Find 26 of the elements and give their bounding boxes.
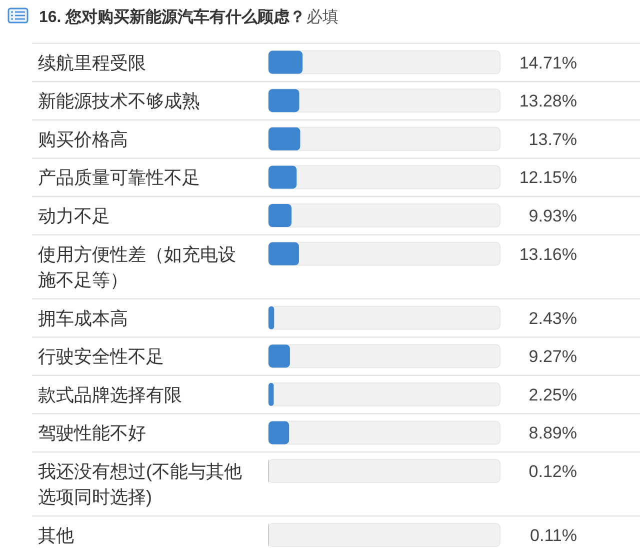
data-label: 9.27% (528, 347, 577, 366)
chart-title: 16. 您对购买新能源汽车有什么顾虑？ (39, 8, 306, 26)
data-label: 0.11% (530, 526, 577, 545)
data-label: 8.89% (528, 424, 577, 443)
data-label: 9.93% (528, 206, 577, 226)
data-label: 0.12% (528, 462, 577, 481)
y-tick-label: 其他 (38, 526, 74, 546)
y-tick-label: 行驶安全性不足 (38, 346, 164, 367)
y-tick-label: 新能源技术不够成熟 (38, 91, 200, 112)
data-label: 2.43% (528, 308, 577, 328)
y-tick-label: 使用方便性差（如充电设施不足等） (38, 244, 236, 290)
y-tick-label: 动力不足 (38, 206, 110, 226)
data-label: 14.71% (519, 53, 577, 72)
y-tick-label: 购买价格高 (38, 129, 128, 150)
y-tick-label: 我还没有想过(不能与其他选项同时选择) (38, 462, 242, 508)
y-tick-label: 续航里程受限 (38, 52, 146, 73)
y-tick-label: 驾驶性能不好 (38, 423, 146, 444)
data-label: 13.7% (528, 130, 577, 149)
data-label: 2.25% (528, 385, 577, 404)
data-label: 12.15% (519, 168, 577, 188)
y-tick-label: 款式品牌选择有限 (38, 384, 182, 405)
data-label: 13.16% (519, 244, 577, 264)
y-tick-label: 产品质量可靠性不足 (38, 168, 200, 188)
data-label: 13.28% (519, 92, 577, 111)
chart-subtitle: 必填 (306, 8, 339, 26)
y-tick-label: 拥车成本高 (38, 308, 128, 328)
